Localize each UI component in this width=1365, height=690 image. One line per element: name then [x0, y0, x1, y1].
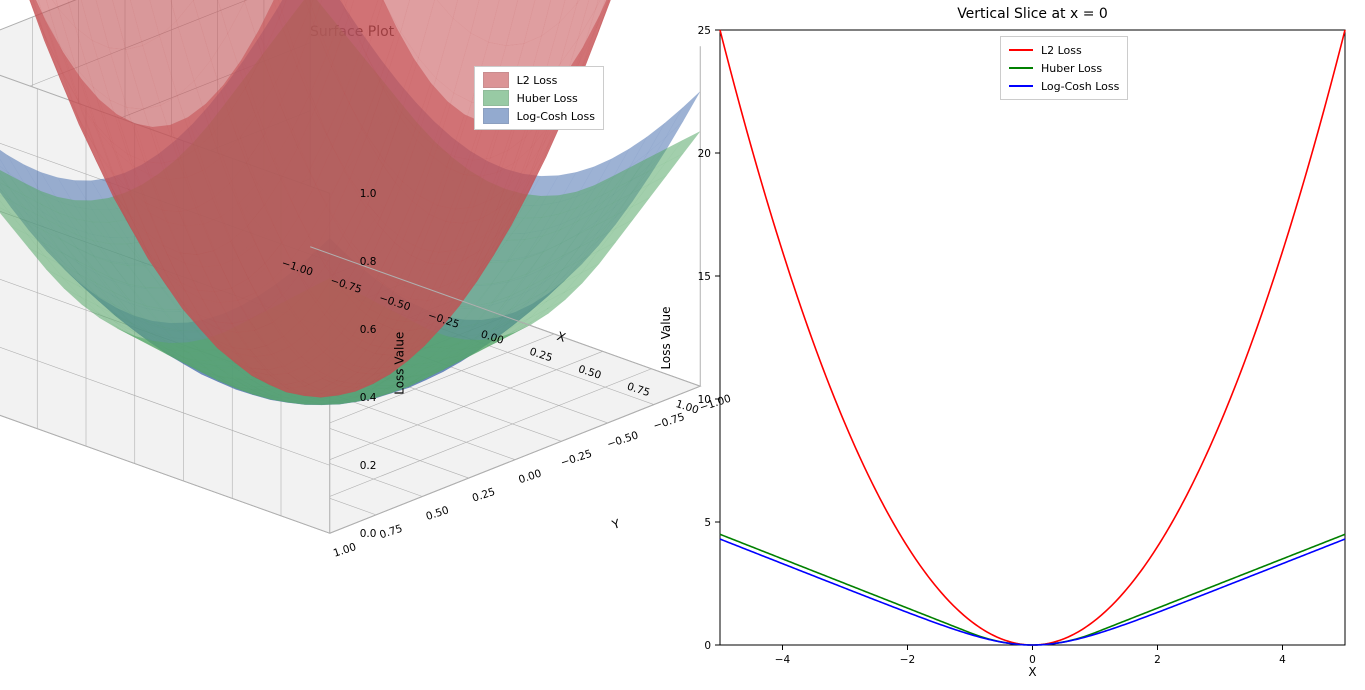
- legend-item: Huber Loss: [1009, 59, 1119, 77]
- svg-text:0.6: 0.6: [360, 324, 377, 336]
- svg-text:2: 2: [1154, 654, 1161, 666]
- svg-text:0.50: 0.50: [424, 504, 450, 523]
- svg-text:Loss Value: Loss Value: [393, 332, 407, 395]
- svg-text:5: 5: [704, 517, 711, 529]
- svg-text:0: 0: [704, 640, 711, 652]
- legend-2d: L2 Loss Huber Loss Log-Cosh Loss: [1000, 36, 1128, 100]
- right-title: Vertical Slice at x = 0: [720, 6, 1345, 22]
- svg-text:0.75: 0.75: [378, 523, 404, 542]
- svg-text:0.00: 0.00: [517, 468, 543, 487]
- svg-text:1.0: 1.0: [360, 188, 377, 200]
- svg-text:25: 25: [698, 25, 711, 37]
- svg-text:10: 10: [698, 394, 711, 406]
- legend-label: Huber Loss: [1041, 62, 1102, 75]
- legend-label: L2 Loss: [1041, 44, 1082, 57]
- svg-text:Y: Y: [609, 516, 622, 532]
- figure: 3D Surface Plot −1.00−0.75−0.50−0.250.00…: [0, 0, 1365, 690]
- xlabel-2d: X: [1028, 665, 1036, 679]
- legend-item: Huber Loss: [483, 89, 595, 107]
- svg-text:0.25: 0.25: [471, 486, 497, 505]
- right-2d-panel: Vertical Slice at x = 0 −4−2024051015202…: [720, 30, 1345, 645]
- svg-text:0.0: 0.0: [360, 528, 377, 540]
- svg-text:20: 20: [698, 148, 711, 160]
- svg-text:0.8: 0.8: [360, 256, 377, 268]
- svg-text:−4: −4: [775, 654, 791, 666]
- svg-text:−0.75: −0.75: [652, 411, 686, 432]
- legend-item: Log-Cosh Loss: [1009, 77, 1119, 95]
- legend-label: Log-Cosh Loss: [517, 110, 595, 123]
- ylabel-2d: Loss Value: [659, 306, 673, 369]
- svg-text:−0.25: −0.25: [559, 448, 593, 469]
- line-plot-svg: −4−20240510152025: [720, 30, 1345, 645]
- svg-text:4: 4: [1279, 654, 1286, 666]
- svg-text:0.4: 0.4: [360, 392, 377, 404]
- legend-3d: L2 Loss Huber Loss Log-Cosh Loss: [474, 66, 604, 130]
- legend-label: Log-Cosh Loss: [1041, 80, 1119, 93]
- legend-item: Log-Cosh Loss: [483, 107, 595, 125]
- legend-item: L2 Loss: [483, 71, 595, 89]
- svg-text:1.00: 1.00: [332, 541, 358, 560]
- legend-label: L2 Loss: [517, 74, 558, 87]
- legend-label: Huber Loss: [517, 92, 578, 105]
- svg-text:15: 15: [698, 271, 711, 283]
- legend-item: L2 Loss: [1009, 41, 1119, 59]
- svg-text:−0.50: −0.50: [606, 429, 640, 450]
- svg-text:−2: −2: [900, 654, 915, 666]
- left-3d-panel: 3D Surface Plot −1.00−0.75−0.50−0.250.00…: [20, 20, 660, 670]
- svg-text:0.2: 0.2: [360, 460, 377, 472]
